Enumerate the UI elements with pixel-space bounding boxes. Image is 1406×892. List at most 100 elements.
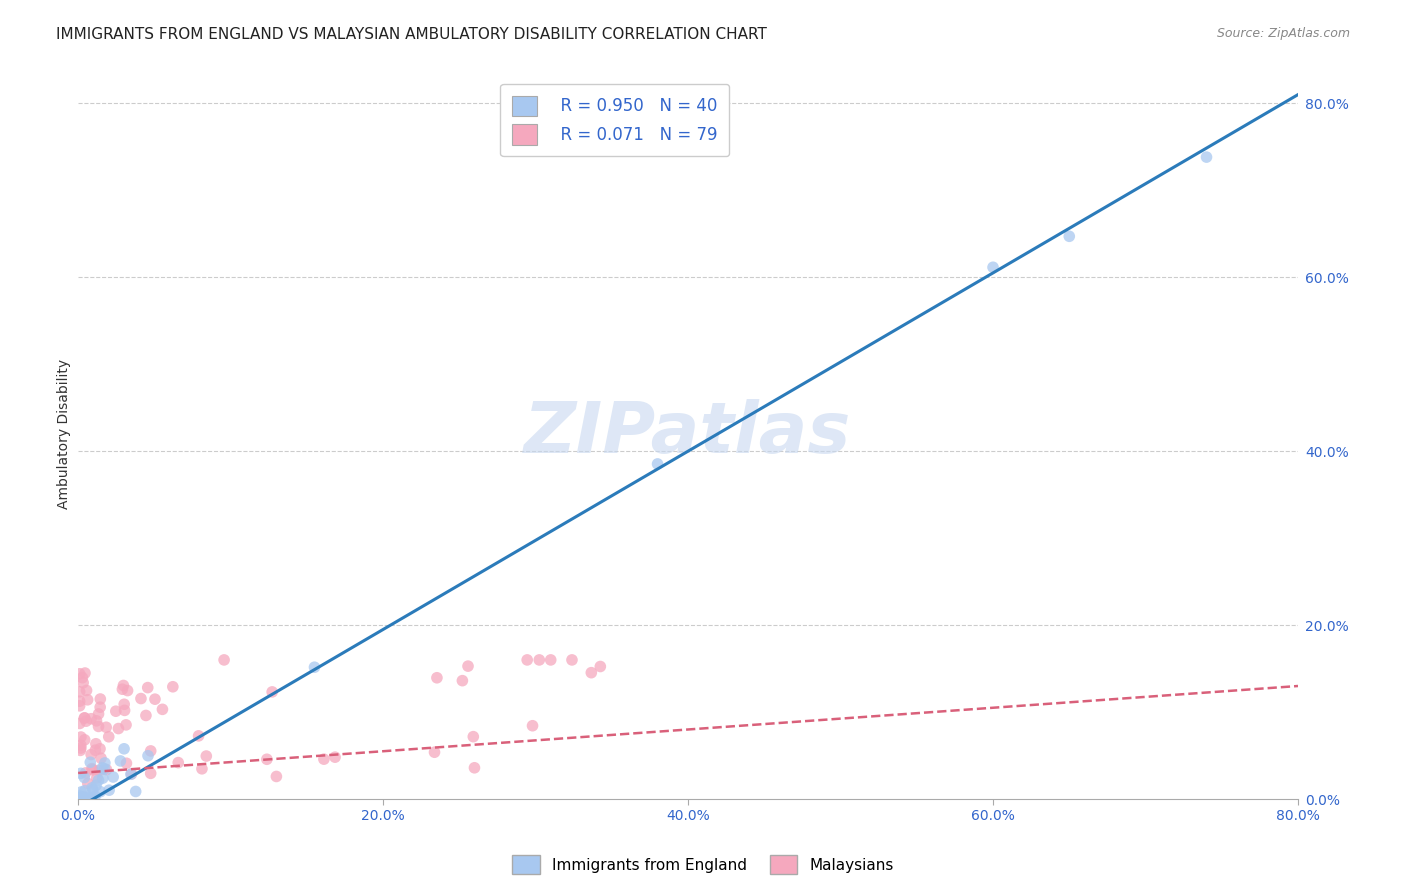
Point — [262, 685, 284, 699]
Text: Source: ZipAtlas.com: Source: ZipAtlas.com — [1216, 27, 1350, 40]
Point — [256, 752, 278, 766]
Point — [451, 673, 474, 688]
Y-axis label: Ambulatory Disability: Ambulatory Disability — [58, 359, 72, 508]
Point — [91, 771, 114, 785]
Point — [104, 704, 127, 718]
Point — [115, 718, 138, 732]
Point — [115, 756, 138, 771]
Point — [135, 708, 157, 723]
Point — [463, 761, 485, 775]
Point — [152, 702, 174, 716]
Legend: Immigrants from England, Malaysians: Immigrants from England, Malaysians — [506, 849, 900, 880]
Point — [167, 756, 190, 770]
Point — [120, 767, 142, 781]
Point — [69, 698, 91, 713]
Point — [112, 678, 135, 692]
Point — [73, 791, 96, 805]
Point — [89, 692, 111, 706]
Point — [91, 761, 114, 775]
Point — [73, 711, 96, 725]
Point — [69, 791, 91, 805]
Point — [76, 776, 98, 790]
Point — [97, 730, 120, 744]
Point — [69, 789, 91, 803]
Point — [93, 762, 115, 776]
Point — [981, 260, 1004, 275]
Point — [1059, 229, 1081, 244]
Point — [312, 752, 335, 766]
Point — [561, 653, 583, 667]
Point — [581, 665, 603, 680]
Point — [522, 719, 544, 733]
Point — [323, 750, 346, 764]
Point — [76, 683, 98, 698]
Point — [69, 743, 91, 757]
Point — [72, 671, 94, 685]
Point — [80, 791, 103, 805]
Point — [114, 703, 136, 717]
Point — [139, 766, 162, 780]
Point — [69, 716, 91, 731]
Point — [84, 737, 107, 751]
Point — [96, 720, 118, 734]
Point — [73, 783, 96, 797]
Point — [84, 789, 107, 804]
Point — [73, 732, 96, 747]
Point — [75, 714, 97, 728]
Point — [125, 784, 148, 798]
Point — [423, 745, 446, 759]
Point — [98, 783, 121, 797]
Point — [79, 756, 101, 770]
Point — [86, 771, 108, 785]
Point — [69, 766, 91, 780]
Point — [80, 712, 103, 726]
Legend:   R = 0.950   N = 40,   R = 0.071   N = 79: R = 0.950 N = 40, R = 0.071 N = 79 — [501, 84, 730, 156]
Point — [143, 692, 166, 706]
Point — [70, 730, 93, 744]
Point — [84, 743, 107, 757]
Point — [87, 719, 110, 733]
Point — [110, 754, 132, 768]
Point — [540, 653, 562, 667]
Point — [80, 762, 103, 776]
Point — [70, 791, 93, 805]
Point — [76, 693, 98, 707]
Point — [69, 791, 91, 805]
Point — [191, 762, 214, 776]
Point — [86, 714, 108, 728]
Point — [69, 666, 91, 681]
Point — [589, 659, 612, 673]
Point — [1195, 150, 1218, 164]
Point — [82, 782, 104, 797]
Point — [69, 791, 91, 805]
Point — [84, 778, 107, 792]
Point — [90, 751, 112, 765]
Point — [94, 756, 117, 770]
Point — [69, 685, 91, 699]
Point — [69, 791, 91, 805]
Point — [70, 741, 93, 756]
Point — [75, 766, 97, 780]
Point — [107, 722, 129, 736]
Text: IMMIGRANTS FROM ENGLAND VS MALAYSIAN AMBULATORY DISABILITY CORRELATION CHART: IMMIGRANTS FROM ENGLAND VS MALAYSIAN AMB… — [56, 27, 768, 42]
Point — [139, 744, 162, 758]
Point — [117, 683, 139, 698]
Point — [69, 791, 91, 805]
Point — [457, 659, 479, 673]
Point — [101, 770, 124, 784]
Point — [79, 791, 101, 805]
Point — [75, 791, 97, 805]
Point — [529, 653, 551, 667]
Point — [87, 706, 110, 721]
Point — [463, 730, 485, 744]
Text: ZIPatlas: ZIPatlas — [524, 400, 852, 468]
Point — [73, 711, 96, 725]
Point — [96, 763, 118, 777]
Point — [516, 653, 538, 667]
Point — [121, 767, 143, 781]
Point — [69, 694, 91, 708]
Point — [162, 680, 184, 694]
Point — [304, 660, 326, 674]
Point — [80, 780, 103, 795]
Point — [87, 773, 110, 788]
